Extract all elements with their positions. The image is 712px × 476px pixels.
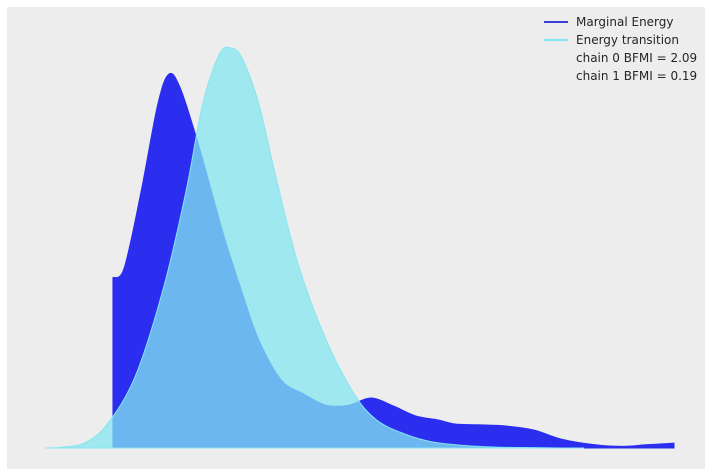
legend-label-chain-1-bfmi: chain 1 BFMI = 0.19 [576,69,697,83]
area-energy-transition [45,46,585,449]
legend-label-marginal-energy: Marginal Energy [576,15,674,29]
legend-label-energy-transition: Energy transition [576,33,679,47]
legend: Marginal Energy Energy transition chain … [544,15,697,83]
legend-label-chain-0-bfmi: chain 0 BFMI = 2.09 [576,51,697,65]
density-areas [45,46,675,449]
